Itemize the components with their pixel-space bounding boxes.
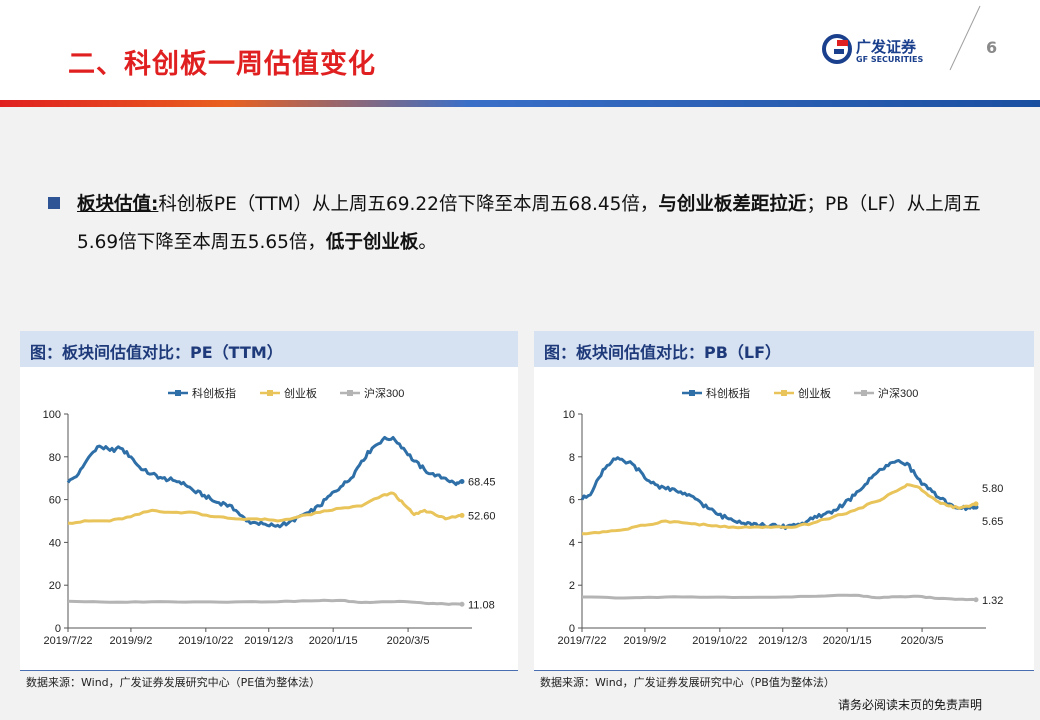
pe-series-line bbox=[67, 491, 463, 525]
pb-y-tick-label: 2 bbox=[569, 580, 575, 592]
summary-bold-1: 与创业板差距拉近 bbox=[658, 194, 807, 215]
company-logo: 广发证券 GF SECURITIES bbox=[822, 34, 942, 68]
pb-legend-label: 创业板 bbox=[798, 386, 831, 400]
pb-legend-marker bbox=[689, 390, 695, 396]
pe-series-line bbox=[67, 598, 463, 606]
pb-y-tick-label: 8 bbox=[569, 452, 575, 464]
pb-data-label: 5.80 bbox=[982, 483, 1003, 495]
pe-data-label: 52.60 bbox=[468, 510, 496, 522]
pe-x-tick-label: 2020/3/5 bbox=[387, 635, 430, 647]
page-number: 6 bbox=[986, 38, 998, 57]
pe-y-tick-label: 20 bbox=[49, 580, 61, 592]
pb-series-line bbox=[580, 456, 977, 530]
pb-x-tick-label: 2019/7/22 bbox=[558, 635, 607, 647]
pe-panel-title: 图：板块间估值对比：PE（TTM） bbox=[30, 343, 283, 362]
divider-slash bbox=[949, 5, 981, 71]
disclaimer-text: 请务必阅读末页的免责声明 bbox=[838, 698, 983, 712]
pb-legend-label: 沪深300 bbox=[878, 386, 918, 400]
pe-series-line bbox=[66, 435, 463, 529]
gf-logo-icon bbox=[822, 34, 852, 64]
header-color-band bbox=[0, 100, 1040, 107]
pb-y-tick-label: 6 bbox=[569, 495, 575, 507]
logo-text-en: GF SECURITIES bbox=[856, 55, 924, 64]
pe-x-tick-label: 2019/12/3 bbox=[244, 635, 293, 647]
bullet-square-icon bbox=[48, 197, 60, 209]
pb-panel-header: 图：板块间估值对比：PB（LF） bbox=[534, 331, 1034, 367]
pb-data-label: 1.32 bbox=[982, 595, 1003, 607]
summary-bold-2: 低于创业板 bbox=[325, 232, 419, 253]
pe-x-tick-label: 2019/7/22 bbox=[44, 635, 93, 647]
pb-legend-label: 科创板指 bbox=[706, 386, 750, 400]
pe-chart: 0 20 40 60 80 100 2019/7/22 2019/9/2 2019/10/22 2… bbox=[43, 386, 496, 647]
pb-data-label: 5.65 bbox=[982, 516, 1003, 528]
pb-y-tick-label: 0 bbox=[569, 623, 575, 635]
pe-y-tick-label: 100 bbox=[43, 409, 61, 421]
pb-panel-title: 图：板块间估值对比：PB（LF） bbox=[544, 343, 782, 362]
pe-x-tick-label: 2019/10/22 bbox=[178, 635, 233, 647]
pb-x-tick-label: 2020/1/15 bbox=[823, 635, 872, 647]
pe-series-endpoint bbox=[459, 601, 465, 607]
logo-text-cn: 广发证券 bbox=[856, 38, 917, 56]
pe-chart-panel: 0 20 40 60 80 100 2019/7/22 2019/9/2 2019/10/22 2… bbox=[20, 367, 518, 670]
summary-lead: 板块估值: bbox=[77, 194, 159, 215]
pe-y-tick-label: 80 bbox=[49, 452, 61, 464]
pb-y-tick-label: 10 bbox=[563, 409, 575, 421]
summary-text-2: ；PB（LF）从上周五5.69倍下降至本周五5.65倍， bbox=[77, 194, 981, 253]
pb-series-endpoint bbox=[973, 597, 979, 603]
pe-legend-marker bbox=[267, 390, 273, 396]
pe-y-tick-label: 60 bbox=[49, 495, 61, 507]
pb-y-tick-label: 4 bbox=[569, 537, 575, 549]
pe-legend-label: 沪深300 bbox=[364, 386, 404, 400]
pb-series-line bbox=[582, 593, 977, 602]
pb-x-tick-label: 2020/3/5 bbox=[901, 635, 944, 647]
summary-paragraph: 板块估值:科创板PE（TTM）从上周五69.22倍下降至本周五68.45倍，与创… bbox=[77, 186, 997, 262]
pe-source-note: 数据来源：Wind，广发证券发展研究中心（PE值为整体法） bbox=[26, 676, 321, 689]
pb-series-line bbox=[582, 483, 977, 536]
slide-header: 二、科创板一周估值变化 广发证券 GF SECURITIES 6 bbox=[0, 0, 1040, 100]
summary-text-1: 科创板PE（TTM）从上周五69.22倍下降至本周五68.45倍， bbox=[158, 194, 659, 215]
pb-chart-panel: 0 2 4 6 8 10 2019/7/22 2019/9/2 2019/10/22 2019/1… bbox=[534, 367, 1034, 670]
pb-source-divider bbox=[534, 670, 1034, 671]
pe-data-label: 68.45 bbox=[468, 477, 496, 489]
pe-y-tick-label: 40 bbox=[49, 537, 61, 549]
pb-x-tick-label: 2019/9/2 bbox=[624, 635, 667, 647]
pe-source-divider bbox=[20, 670, 518, 671]
pe-legend-label: 创业板 bbox=[284, 386, 317, 400]
pb-legend-marker bbox=[861, 390, 867, 396]
pe-y-tick-label: 0 bbox=[55, 623, 61, 635]
pe-data-label: 11.08 bbox=[468, 599, 495, 611]
pe-legend-marker bbox=[175, 390, 181, 396]
pb-source-note: 数据来源：Wind，广发证券发展研究中心（PB值为整体法） bbox=[540, 676, 835, 689]
pb-chart: 0 2 4 6 8 10 2019/7/22 2019/9/2 2019/10/22 2019/1… bbox=[558, 386, 1004, 647]
pe-series-endpoint bbox=[459, 479, 465, 485]
pb-x-tick-label: 2019/12/3 bbox=[758, 635, 807, 647]
pe-panel-header: 图：板块间估值对比：PE（TTM） bbox=[20, 331, 518, 367]
pe-legend-label: 科创板指 bbox=[192, 386, 236, 400]
pe-x-tick-label: 2019/9/2 bbox=[110, 635, 153, 647]
pb-legend-marker bbox=[781, 390, 787, 396]
pe-series-endpoint bbox=[459, 512, 465, 518]
pb-series-endpoint bbox=[973, 501, 979, 507]
summary-text-3: 。 bbox=[418, 232, 437, 253]
slide-title: 二、科创板一周估值变化 bbox=[68, 49, 376, 80]
pe-legend-marker bbox=[347, 390, 353, 396]
pb-x-tick-label: 2019/10/22 bbox=[692, 635, 747, 647]
pe-x-tick-label: 2020/1/15 bbox=[309, 635, 358, 647]
